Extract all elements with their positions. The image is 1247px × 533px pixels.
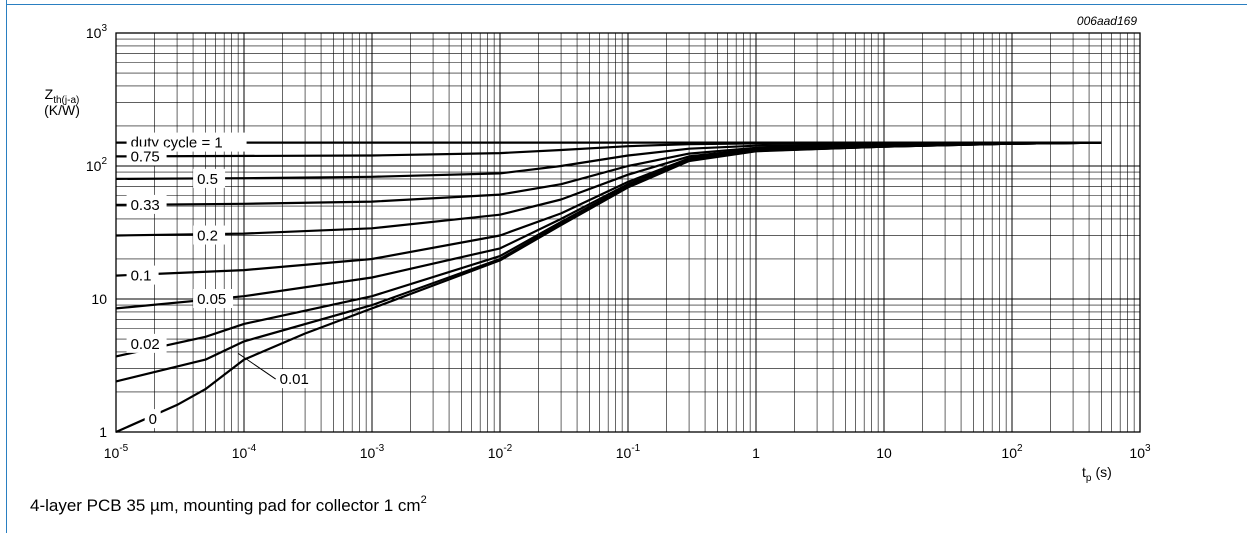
series-group — [115, 141, 1102, 434]
frame-top-border — [6, 4, 1247, 5]
series-label-4: 0.2 — [197, 228, 218, 245]
series-label-7: 0.02 — [131, 336, 160, 353]
series-label-bg-2 — [193, 168, 226, 188]
y-axis-unit: (K/W) — [44, 102, 80, 118]
y-tick-base: 10 — [91, 291, 107, 307]
x-tick-exp: -5 — [119, 443, 128, 454]
series-label-bg-3 — [126, 194, 167, 214]
x-tick-base: 10 — [104, 445, 120, 461]
x-tick-labels: 10-5 10-4 10-3 10-2 10-1 1 10 102 103 — [104, 443, 1151, 461]
x-axis-label: tp (s) — [1082, 464, 1112, 484]
y-tick-exp: 2 — [101, 156, 107, 167]
x-tick-label: 10-2 — [488, 443, 513, 461]
x-axis-label-sub: p — [1086, 473, 1092, 484]
y-tick-label: 102 — [86, 156, 108, 174]
x-tick-base: 10 — [876, 445, 892, 461]
y-tick-base: 10 — [86, 158, 102, 174]
x-tick-label: 10 — [876, 445, 892, 461]
x-tick-label: 10-5 — [104, 443, 129, 461]
caption-superscript: 2 — [420, 494, 427, 506]
x-tick-base: 10 — [488, 445, 504, 461]
x-tick-label: 10-3 — [360, 443, 385, 461]
x-axis-label-main: t — [1082, 464, 1086, 480]
y-axis-label-main: Z — [45, 86, 54, 102]
x-tick-base: 10 — [360, 445, 376, 461]
x-tick-base: 10 — [232, 445, 248, 461]
series-label-bg-4 — [193, 225, 226, 245]
series-label-leader — [237, 352, 276, 380]
y-axis-label-sub: th(j-a) — [53, 95, 79, 106]
y-tick-base: 1 — [99, 424, 107, 440]
y-tick-label: 1 — [99, 424, 107, 440]
plot-grid — [116, 33, 1140, 432]
x-axis-label-unit: (s) — [1095, 464, 1111, 480]
x-tick-label: 1 — [752, 445, 760, 461]
series-line-9 — [115, 141, 1102, 434]
y-axis-label: Zth(j-a) — [45, 86, 80, 106]
series-label-bg-8 — [275, 369, 316, 389]
x-tick-exp: -3 — [375, 443, 384, 454]
y-tick-label: 10 — [91, 291, 107, 307]
series-label-bg-9 — [144, 409, 161, 429]
x-tick-exp: 3 — [1145, 443, 1151, 454]
x-tick-exp: -4 — [247, 443, 256, 454]
x-tick-exp: 2 — [1017, 443, 1023, 454]
figure-caption: 4-layer PCB 35 µm, mounting pad for coll… — [30, 494, 427, 516]
series-label-9: 0 — [149, 411, 157, 428]
x-tick-label: 10-1 — [616, 443, 641, 461]
series-label-1: 0.75 — [131, 148, 160, 165]
figure-id: 006aad169 — [1077, 14, 1137, 28]
series-label-6: 0.05 — [197, 291, 226, 308]
x-tick-base: 10 — [1001, 445, 1017, 461]
x-tick-label: 10-4 — [232, 443, 257, 461]
series-label-3: 0.33 — [131, 197, 160, 214]
x-tick-base: 10 — [616, 445, 632, 461]
x-tick-exp: -2 — [503, 443, 512, 454]
series-label-5: 0.1 — [131, 268, 152, 285]
series-label-bg-7 — [126, 333, 167, 353]
series-line-5 — [115, 141, 1102, 277]
series-line-7 — [115, 141, 1102, 358]
x-tick-base: 1 — [752, 445, 760, 461]
caption-text: 4-layer PCB 35 µm, mounting pad for coll… — [30, 496, 421, 515]
x-tick-base: 10 — [1129, 445, 1145, 461]
plot-frame — [115, 32, 1141, 433]
series-labels: duty cycle = 10.750.50.330.20.10.050.020… — [126, 132, 316, 429]
y-tick-label: 103 — [86, 23, 108, 41]
series-label-bg-5 — [126, 265, 159, 285]
y-tick-exp: 3 — [101, 23, 107, 34]
series-label-8: 0.01 — [280, 371, 309, 388]
series-line-6 — [115, 141, 1102, 310]
y-tick-base: 10 — [86, 25, 102, 41]
series-label-bg-1 — [126, 146, 167, 166]
series-label-bg-6 — [193, 289, 234, 308]
x-tick-label: 102 — [1001, 443, 1023, 461]
frame-left-border — [6, 0, 7, 533]
x-tick-label: 103 — [1129, 443, 1151, 461]
series-label-2: 0.5 — [197, 171, 218, 188]
x-tick-exp: -1 — [631, 443, 640, 454]
